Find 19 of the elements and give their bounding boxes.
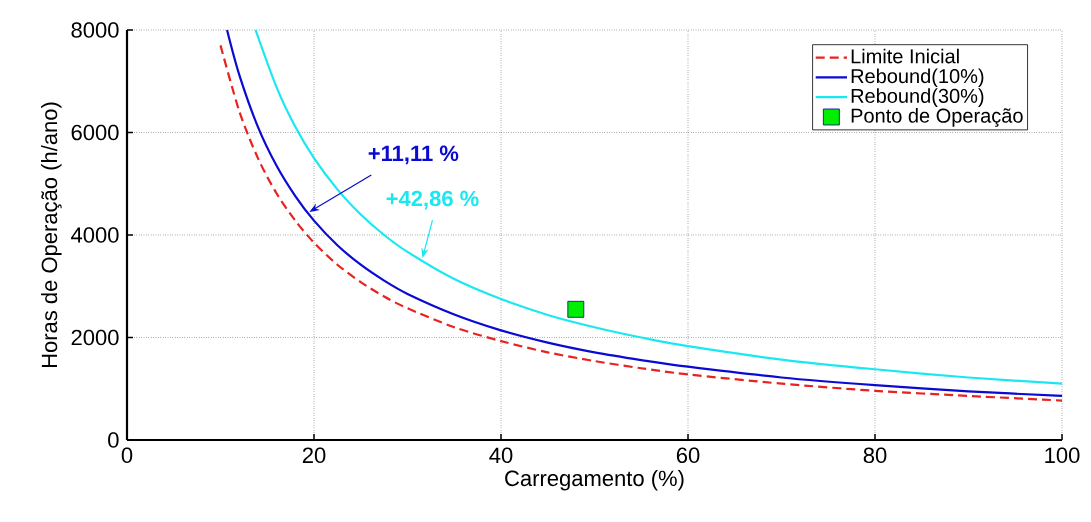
x-tick-label: 100 xyxy=(1045,447,1080,464)
legend-label: Ponto de Operação xyxy=(851,108,1023,127)
x-tick-label: 20 xyxy=(302,447,326,464)
x-tick-label: 60 xyxy=(676,447,700,464)
y-tick-label: 4000 xyxy=(71,227,119,243)
y-tick-label: 6000 xyxy=(71,124,119,141)
x-tick-label: 80 xyxy=(863,447,887,464)
y-tick-label: 2000 xyxy=(71,329,119,346)
annotation: +42,86 % xyxy=(386,190,479,210)
y-tick-label: 0 xyxy=(108,432,119,448)
x-tick-label: 40 xyxy=(489,447,513,464)
y-axis-title: Horas de Operação (h/ano) xyxy=(41,102,62,368)
x-axis-title: Carregamento (%) xyxy=(505,469,684,491)
y-tick-label: 8000 xyxy=(71,22,119,38)
legend-label: Rebound(10%) xyxy=(851,68,984,88)
x-tick-label: 0 xyxy=(121,447,133,464)
legend-label: Limite Inicial xyxy=(851,48,959,64)
legend-label: Rebound(30%) xyxy=(851,88,984,107)
annotation: +11,11 % xyxy=(368,145,459,165)
